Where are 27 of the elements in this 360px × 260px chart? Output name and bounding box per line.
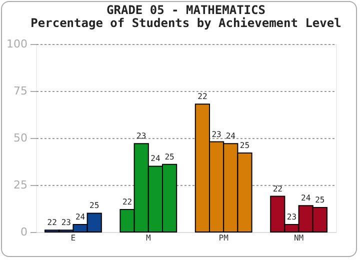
text: 23 bbox=[286, 212, 297, 222]
series-label: 23 bbox=[61, 218, 72, 228]
y-tick-label: 50 bbox=[14, 132, 28, 144]
x-tick-label: PM bbox=[218, 234, 229, 242]
y-tick-label: 100 bbox=[6, 38, 28, 50]
y-tick-label: 25 bbox=[14, 178, 28, 192]
text: 24 bbox=[226, 132, 236, 141]
series-label: 25 bbox=[90, 201, 100, 210]
series-label: 24 bbox=[75, 212, 86, 222]
chart-title: GRADE 05 - MATHEMATICS bbox=[106, 3, 266, 17]
x-tick-label: E bbox=[70, 234, 76, 242]
text: 24 bbox=[301, 194, 311, 203]
text: 25 bbox=[315, 196, 325, 205]
text: 25 bbox=[164, 152, 174, 162]
text: 22 bbox=[272, 184, 282, 194]
text: 23 bbox=[212, 130, 222, 139]
series-label: 22 bbox=[47, 218, 58, 228]
text: 24 bbox=[150, 154, 160, 164]
chart-subtitle: Percentage of Students by Achievement Level bbox=[30, 16, 342, 30]
x-tick-label: M bbox=[146, 234, 151, 242]
text: 22 bbox=[198, 92, 208, 102]
text: 25 bbox=[240, 141, 250, 150]
x-tick-label: NM bbox=[294, 234, 304, 242]
y-tick-label: 75 bbox=[14, 84, 28, 98]
text: 23 bbox=[136, 132, 146, 141]
y-tick-label: 0 bbox=[20, 226, 28, 238]
text: 22 bbox=[122, 197, 132, 206]
